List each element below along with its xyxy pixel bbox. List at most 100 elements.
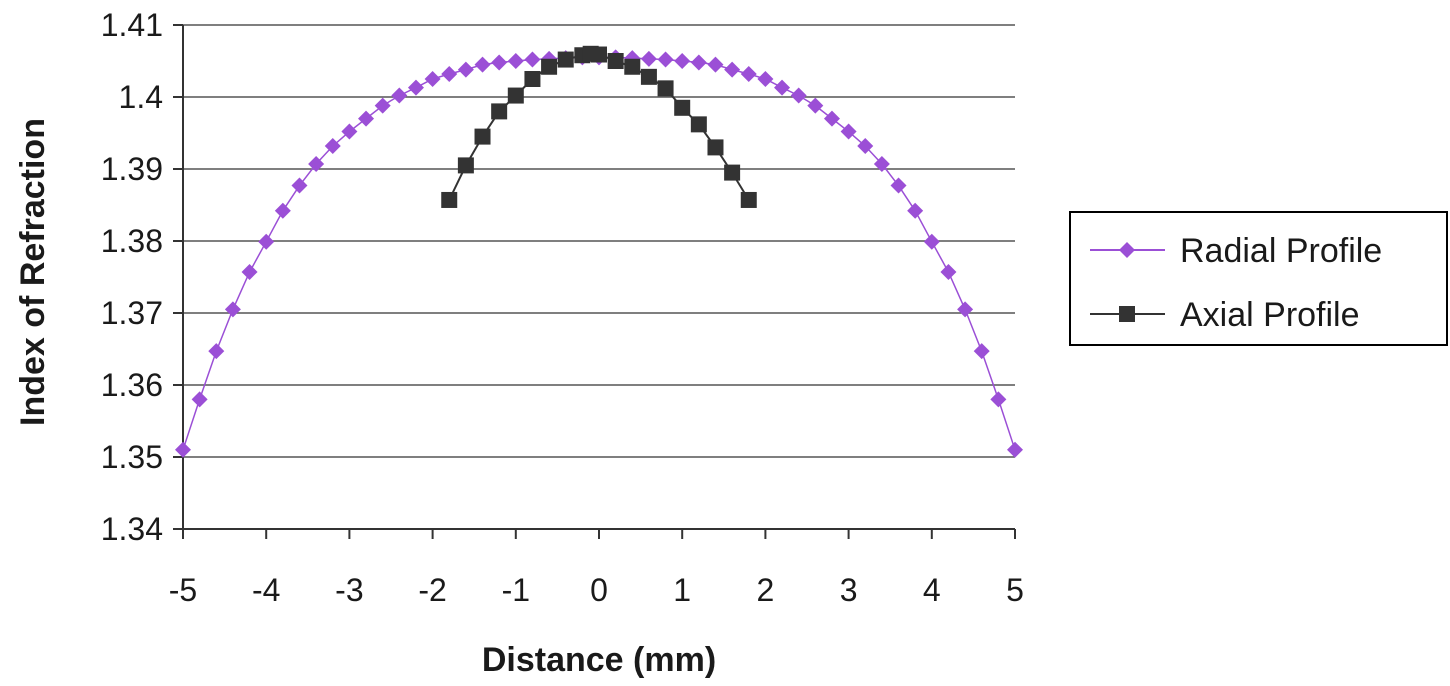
y-tick-label: 1.38 [101, 223, 163, 259]
data-point [457, 61, 474, 78]
data-point [291, 177, 308, 194]
data-point [241, 263, 258, 280]
data-point [274, 202, 291, 219]
legend-label: Axial Profile [1180, 296, 1360, 334]
data-point [407, 79, 424, 96]
data-point [774, 79, 791, 96]
y-tick-label: 1.41 [101, 7, 163, 43]
data-point [707, 56, 724, 73]
data-point [258, 233, 275, 250]
data-point [324, 137, 341, 154]
data-point [424, 71, 441, 87]
data-point [524, 51, 541, 68]
data-point [674, 99, 691, 116]
data-point [890, 177, 907, 194]
data-point [457, 157, 474, 174]
series-line [182, 56, 1016, 451]
data-point [690, 116, 707, 133]
data-point [857, 137, 874, 154]
data-point [807, 97, 824, 114]
y-tick-label: 1.37 [101, 295, 163, 331]
data-point [724, 164, 741, 181]
data-point [441, 65, 458, 82]
legend-entry: Radial Profile [1090, 232, 1382, 270]
data-point [624, 58, 641, 75]
data-point [1007, 441, 1023, 458]
data-point [208, 343, 225, 360]
y-tick-label: 1.39 [101, 151, 163, 187]
data-point [907, 202, 924, 219]
data-point [990, 391, 1007, 408]
data-point [441, 191, 458, 208]
data-point [607, 53, 624, 69]
x-tick-label: 5 [1006, 572, 1024, 608]
data-point [474, 128, 491, 145]
series-2 [441, 45, 757, 208]
data-point [823, 110, 840, 127]
data-point [640, 68, 657, 85]
data-point [973, 343, 990, 360]
data-point [391, 87, 408, 104]
y-tick-label: 1.36 [101, 367, 163, 403]
x-tick-label: -5 [169, 572, 197, 608]
y-tick-label: 1.4 [119, 79, 163, 115]
x-tick-label: 4 [923, 572, 941, 608]
data-point [557, 51, 574, 68]
y-tick-label: 1.35 [101, 439, 163, 475]
data-point [374, 97, 391, 114]
legend-label: Radial Profile [1180, 232, 1382, 270]
legend-entry: Axial Profile [1090, 296, 1360, 334]
data-point [724, 61, 741, 78]
data-point [923, 233, 940, 250]
grid-lines [183, 24, 1015, 458]
x-tick-label: -3 [335, 572, 363, 608]
data-point [840, 123, 857, 140]
data-point [524, 71, 541, 87]
data-point [790, 87, 807, 104]
legend-box [1069, 211, 1448, 346]
data-point [640, 50, 657, 67]
data-point [474, 56, 491, 73]
data-point [491, 54, 508, 71]
y-axis-ticks: 1.34 1.35 1.36 1.37 1.38 1.39 1.4 1.41 [101, 7, 183, 547]
data-point [191, 391, 208, 408]
legend: Radial Profile Axial Profile [1069, 211, 1448, 346]
data-point [507, 87, 524, 104]
data-point [541, 58, 558, 75]
x-tick-label: -4 [252, 572, 280, 608]
x-tick-label: 3 [840, 572, 858, 608]
data-point [175, 441, 191, 458]
data-point [873, 155, 890, 172]
x-axis-title: Distance (mm) [482, 641, 716, 679]
y-tick-label: 1.34 [101, 511, 163, 547]
data-point [224, 301, 241, 318]
data-point [507, 53, 524, 69]
data-point [358, 110, 375, 127]
data-point [308, 155, 325, 172]
x-axis-ticks: -5 -4 -3 -2 -1 0 1 2 3 4 5 [169, 529, 1024, 608]
x-tick-label: -1 [502, 572, 530, 608]
legend-marker [1119, 242, 1135, 258]
axes [182, 25, 1015, 530]
x-tick-label: -2 [418, 572, 446, 608]
data-point [591, 46, 607, 63]
y-axis-title: Index of Refraction [14, 118, 52, 426]
legend-marker [1119, 306, 1135, 322]
data-point [757, 71, 774, 87]
series-layer [175, 45, 1023, 458]
data-point [491, 103, 508, 120]
series-1 [175, 49, 1023, 458]
data-point [674, 53, 691, 69]
data-point [707, 139, 724, 156]
data-point [740, 191, 757, 208]
x-tick-label: 0 [590, 572, 608, 608]
x-tick-label: 1 [673, 572, 691, 608]
data-point [957, 301, 974, 318]
data-point [657, 80, 674, 97]
data-point [740, 65, 757, 82]
data-point [690, 54, 707, 71]
data-point [940, 263, 957, 280]
data-point [657, 51, 674, 68]
data-point [341, 123, 358, 140]
